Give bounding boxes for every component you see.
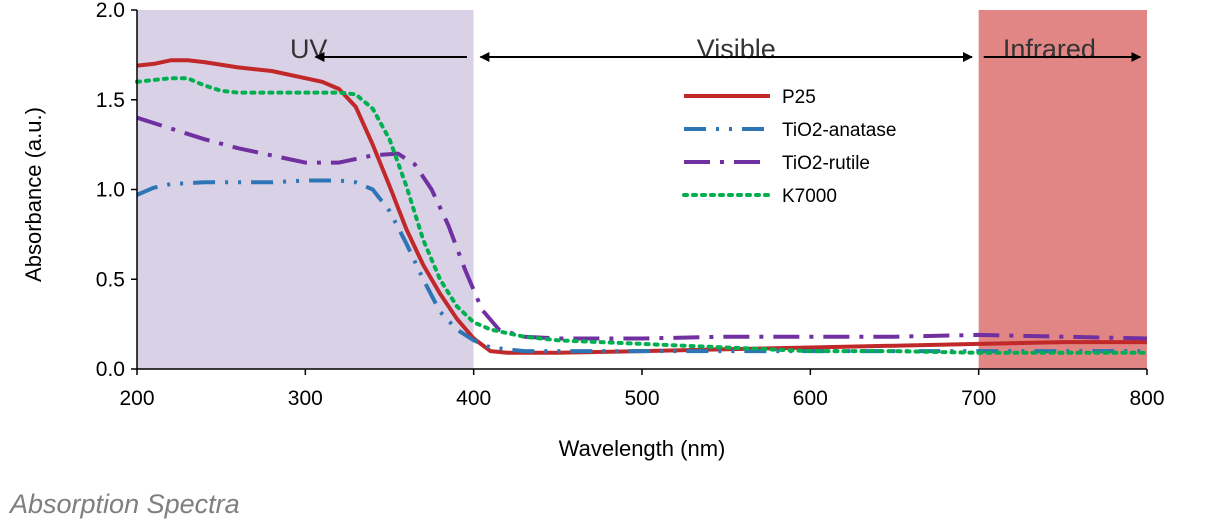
y-tick-label: 1.0 bbox=[96, 179, 125, 202]
x-tick-label: 600 bbox=[793, 387, 828, 410]
region-label-uv: UV bbox=[290, 34, 328, 64]
legend-label-p25: P25 bbox=[782, 87, 816, 108]
y-tick-label: 2.0 bbox=[96, 0, 125, 22]
axes: 200 300 400 500 600 700 800 0.0 0.5 1.0 1.5 2.0 bbox=[96, 0, 1165, 410]
region-label-infrared: Infrared bbox=[1003, 34, 1096, 64]
legend-label-tio2-anatase: TiO2-anatase bbox=[782, 120, 896, 141]
series-line-p25 bbox=[136, 58, 1147, 355]
region-arrows: UV Visible Infrared bbox=[290, 34, 1142, 64]
series-line-tio2-anatase bbox=[136, 178, 1147, 354]
chart-caption: Absorption Spectra bbox=[10, 489, 240, 519]
region-label-visible: Visible bbox=[697, 34, 776, 64]
y-tick-label: 1.5 bbox=[96, 89, 125, 112]
y-tick-label: 0.5 bbox=[96, 268, 125, 291]
series-line-tio2-rutile bbox=[136, 115, 1148, 341]
absorption-chart: UV Visible Infrared 200 300 400 500 600 700 800 0… bbox=[21, 0, 1165, 461]
region-visible bbox=[473, 10, 979, 369]
region-uv bbox=[137, 10, 474, 369]
legend-label-k7000: K7000 bbox=[782, 186, 837, 207]
y-axis-title: Absorbance (a.u.) bbox=[21, 107, 46, 282]
legend: P25 TiO2-anatase TiO2-rutile K7000 bbox=[682, 87, 896, 207]
legend-label-tio2-rutile: TiO2-rutile bbox=[782, 153, 870, 174]
x-tick-label: 700 bbox=[961, 387, 996, 410]
spectral-regions bbox=[137, 10, 1147, 369]
x-tick-label: 200 bbox=[119, 387, 154, 410]
x-tick-label: 800 bbox=[1129, 387, 1164, 410]
x-axis-title: Wavelength (nm) bbox=[559, 436, 726, 461]
series-lines bbox=[135, 58, 1149, 355]
x-tick-label: 500 bbox=[624, 387, 659, 410]
y-tick-label: 0.0 bbox=[96, 358, 125, 381]
region-infrared bbox=[978, 10, 1147, 369]
x-tick-label: 300 bbox=[288, 387, 323, 410]
x-tick-label: 400 bbox=[456, 387, 491, 410]
